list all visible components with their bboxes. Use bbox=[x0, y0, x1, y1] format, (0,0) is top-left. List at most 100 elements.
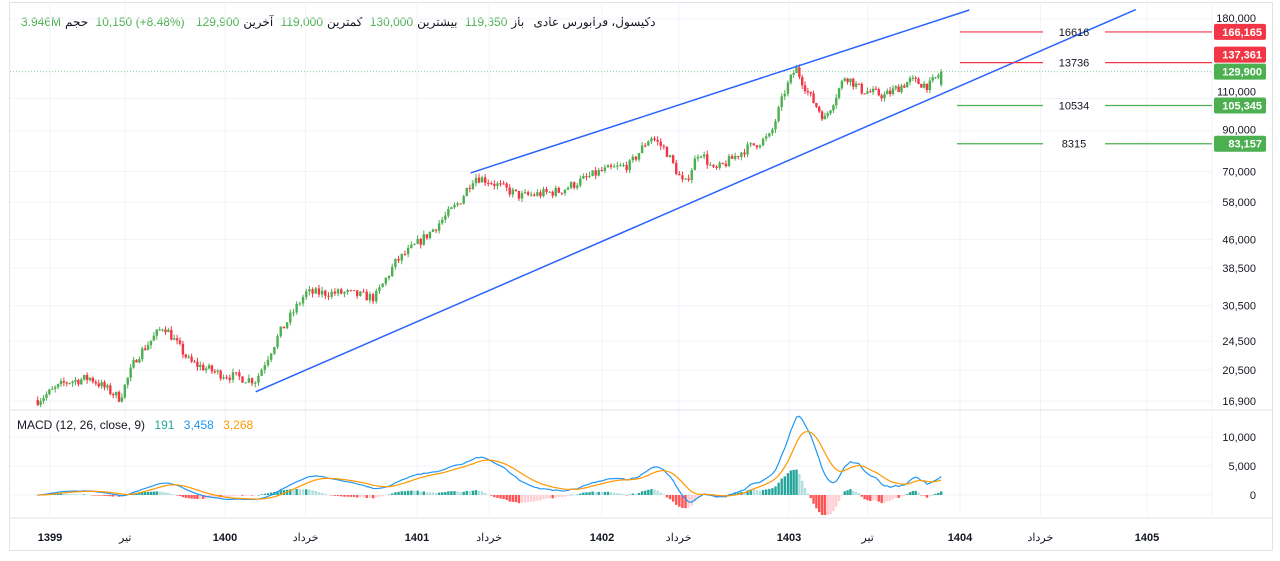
candle-body bbox=[391, 266, 394, 277]
macd-histogram-bar bbox=[378, 495, 381, 497]
macd-histogram-bar bbox=[869, 495, 872, 501]
candle-body bbox=[917, 78, 920, 85]
candle-body bbox=[120, 397, 124, 402]
time-axis-tick: 1401 bbox=[405, 532, 429, 544]
candle-body bbox=[301, 297, 305, 304]
candle-body bbox=[863, 93, 866, 95]
macd-histogram-bar bbox=[690, 495, 693, 506]
candle-body bbox=[696, 156, 700, 159]
candle-body bbox=[903, 85, 906, 88]
candle-body bbox=[715, 166, 718, 168]
macd-histogram-bar bbox=[419, 491, 422, 495]
candle-body bbox=[869, 91, 872, 93]
macd-histogram-bar bbox=[668, 495, 672, 500]
candle-body bbox=[42, 398, 45, 402]
candle-body bbox=[465, 188, 468, 197]
candle-body bbox=[542, 189, 545, 197]
candle-body bbox=[170, 329, 173, 340]
macd-histogram-bar bbox=[886, 495, 889, 502]
candle-body bbox=[576, 185, 579, 188]
macd-histogram-bar bbox=[355, 495, 359, 498]
chart-frame bbox=[9, 2, 1273, 551]
candle-body bbox=[653, 138, 656, 140]
candle-body bbox=[829, 110, 832, 114]
macd-histogram-bar bbox=[880, 495, 883, 504]
macd-histogram-bar bbox=[917, 492, 920, 495]
macd-histogram-bar bbox=[857, 493, 861, 495]
candle-body bbox=[911, 77, 915, 79]
macd-histogram-bar bbox=[786, 473, 790, 495]
time-axis-tick: 1403 bbox=[777, 532, 801, 544]
candle-body bbox=[109, 385, 112, 395]
candle-body bbox=[749, 143, 752, 145]
candle-body bbox=[483, 177, 487, 183]
macd-histogram-bar bbox=[100, 495, 103, 496]
macd-histogram-bar bbox=[551, 495, 554, 499]
candle-body bbox=[410, 244, 413, 248]
macd-histogram-bar bbox=[812, 495, 815, 504]
macd-histogram-bar bbox=[656, 490, 659, 495]
macd-histogram-bar bbox=[406, 490, 410, 495]
macd-histogram-bar bbox=[437, 492, 441, 495]
candle-body bbox=[843, 78, 846, 81]
candle-body bbox=[295, 303, 298, 313]
candle-body bbox=[871, 88, 875, 93]
macd-histogram-bar bbox=[336, 495, 340, 496]
candle-body bbox=[597, 170, 600, 176]
candle-body bbox=[579, 178, 582, 186]
macd-histogram-bar bbox=[97, 495, 100, 496]
candle-body bbox=[314, 288, 317, 294]
macd-histogram-bar bbox=[289, 489, 292, 495]
macd-histogram-bar bbox=[106, 495, 109, 496]
candle-body bbox=[146, 345, 150, 350]
macd-histogram-bar bbox=[928, 495, 932, 497]
macd-histogram-bar bbox=[263, 493, 267, 495]
trendline[interactable] bbox=[470, 9, 970, 174]
candle-body bbox=[126, 377, 129, 385]
macd-histogram-bar bbox=[863, 495, 866, 500]
macd-histogram-bar bbox=[184, 495, 188, 498]
candle-body bbox=[207, 365, 211, 369]
macd-histogram-bar bbox=[241, 495, 244, 496]
candle-body bbox=[928, 80, 932, 90]
macd-histogram-bar bbox=[616, 493, 619, 495]
macd-histogram-bar bbox=[471, 490, 475, 495]
macd-histogram-bar bbox=[622, 493, 625, 495]
candle-body bbox=[250, 378, 254, 384]
candle-body bbox=[419, 238, 422, 245]
macd-histogram-bar bbox=[114, 495, 118, 497]
candle-body bbox=[158, 329, 161, 331]
macd-histogram-bar bbox=[765, 489, 768, 495]
macd-histogram-bar bbox=[603, 491, 607, 495]
macd-histogram-bar bbox=[375, 495, 378, 498]
macd-legend: MACD (12, 26, close, 9) 191 3,458 3,268 bbox=[17, 418, 259, 432]
candle-body bbox=[308, 289, 311, 292]
trendline[interactable] bbox=[255, 8, 1137, 393]
candle-body bbox=[752, 143, 755, 146]
macd-histogram-bar bbox=[894, 495, 898, 498]
candle-body bbox=[65, 382, 68, 384]
macd-histogram-bar bbox=[394, 492, 397, 495]
macd-histogram-bar bbox=[837, 495, 841, 501]
macd-histogram-bar bbox=[149, 491, 153, 495]
macd-histogram-bar bbox=[138, 492, 141, 495]
candle-body bbox=[780, 96, 783, 108]
macd-histogram-bar bbox=[789, 470, 793, 495]
candle-body bbox=[860, 83, 863, 94]
candle-body bbox=[403, 253, 407, 255]
candle-body bbox=[48, 389, 51, 395]
macd-histogram-bar bbox=[82, 494, 86, 495]
time-axis-tick: تیر bbox=[118, 532, 131, 544]
candle-body bbox=[365, 291, 368, 301]
candle-body bbox=[888, 90, 892, 94]
candle-body bbox=[671, 155, 675, 163]
candle-body bbox=[846, 78, 849, 83]
macd-histogram-bar bbox=[934, 493, 937, 495]
candle-body bbox=[585, 176, 588, 178]
candle-body bbox=[699, 156, 703, 158]
macd-histogram-bar bbox=[548, 495, 551, 499]
candle-body bbox=[517, 190, 521, 199]
macd-histogram-bar bbox=[585, 492, 588, 495]
candle-body bbox=[327, 295, 330, 297]
